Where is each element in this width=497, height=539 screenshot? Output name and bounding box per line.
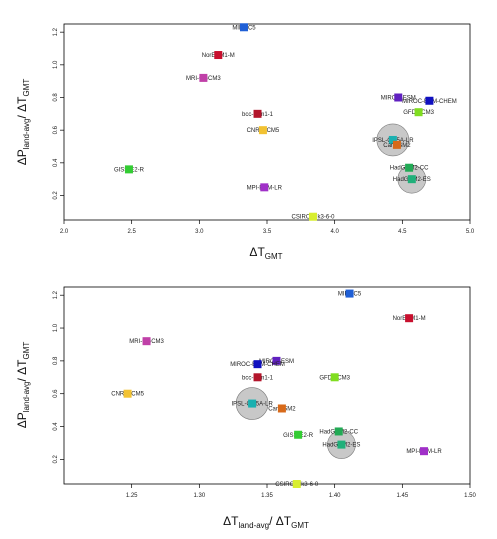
data-point	[123, 389, 132, 398]
y-tick-label: 0.4	[53, 422, 59, 431]
x-tick-label: 2.5	[127, 229, 136, 235]
y-axis-title: ΔPland-avg/ ΔTGMT	[15, 79, 31, 166]
data-point	[294, 430, 303, 439]
data-point	[239, 23, 248, 32]
y-tick-label: 0.2	[53, 455, 59, 464]
data-point	[292, 480, 301, 488]
x-axis-title: ΔTland-avg/ ΔTGMT	[223, 514, 309, 530]
x-tick-label: 1.30	[193, 493, 205, 499]
data-point	[199, 73, 208, 82]
y-tick-label: 0.8	[53, 93, 59, 102]
data-point	[253, 109, 262, 118]
x-tick-label: 1.50	[464, 493, 476, 499]
bottom-scatter-panel: 1.25 1.30 1.35 1.40 1.45 1.50 0.2 0.4 0.6 0.8 1.0 1…	[15, 286, 476, 530]
data-point	[253, 360, 262, 369]
x-tick-label: 2.0	[60, 229, 69, 235]
data-point	[337, 440, 346, 449]
data-point	[407, 175, 416, 184]
x-tick-label: 4.0	[330, 229, 339, 235]
y-tick-label: 0.6	[53, 125, 59, 134]
data-point	[142, 337, 151, 346]
data-point	[405, 163, 414, 172]
data-point	[214, 51, 223, 60]
x-tick-label: 5.0	[466, 229, 475, 235]
y-tick-label: 1.2	[53, 27, 59, 36]
y-tick-label: 1.0	[53, 323, 59, 332]
x-tick-label: 1.40	[329, 493, 341, 499]
data-point	[388, 135, 397, 144]
x-axis-title: ΔTGMT	[249, 245, 282, 261]
y-tick-label: 1.2	[53, 290, 59, 299]
x-tick-label: 1.45	[396, 493, 408, 499]
data-point	[272, 356, 281, 365]
data-point	[330, 373, 339, 382]
top-scatter-panel: 2.0 2.5 3.0 3.5 4.0 4.5 5.0 0.2 0.4 0.6 0.8 1.0 1.2 Δ…	[15, 23, 475, 261]
y-tick-label: 1.0	[53, 60, 59, 69]
data-point	[253, 373, 262, 382]
data-point	[394, 93, 403, 102]
x-tick-label: 3.0	[195, 229, 204, 235]
x-tick-label: 4.5	[398, 229, 407, 235]
y-tick-label: 0.4	[53, 158, 59, 167]
data-point	[345, 289, 354, 298]
y-axis-title: ΔPland-avg/ ΔTGMT	[15, 342, 31, 429]
data-point	[248, 399, 257, 408]
data-point	[405, 314, 414, 323]
data-point	[414, 108, 423, 117]
data-point	[392, 140, 401, 149]
x-tick-label: 1.25	[126, 493, 138, 499]
data-point	[419, 447, 428, 456]
x-tick-label: 1.35	[261, 493, 273, 499]
data-point	[309, 212, 318, 221]
data-point	[258, 126, 267, 135]
data-point	[124, 165, 133, 174]
data-point	[425, 96, 434, 105]
data-point	[277, 404, 286, 413]
y-tick-label: 0.2	[53, 191, 59, 200]
x-tick-label: 3.5	[263, 229, 272, 235]
y-tick-label: 0.8	[53, 356, 59, 365]
data-point	[334, 427, 343, 436]
y-tick-label: 0.6	[53, 389, 59, 398]
data-point	[260, 183, 269, 192]
